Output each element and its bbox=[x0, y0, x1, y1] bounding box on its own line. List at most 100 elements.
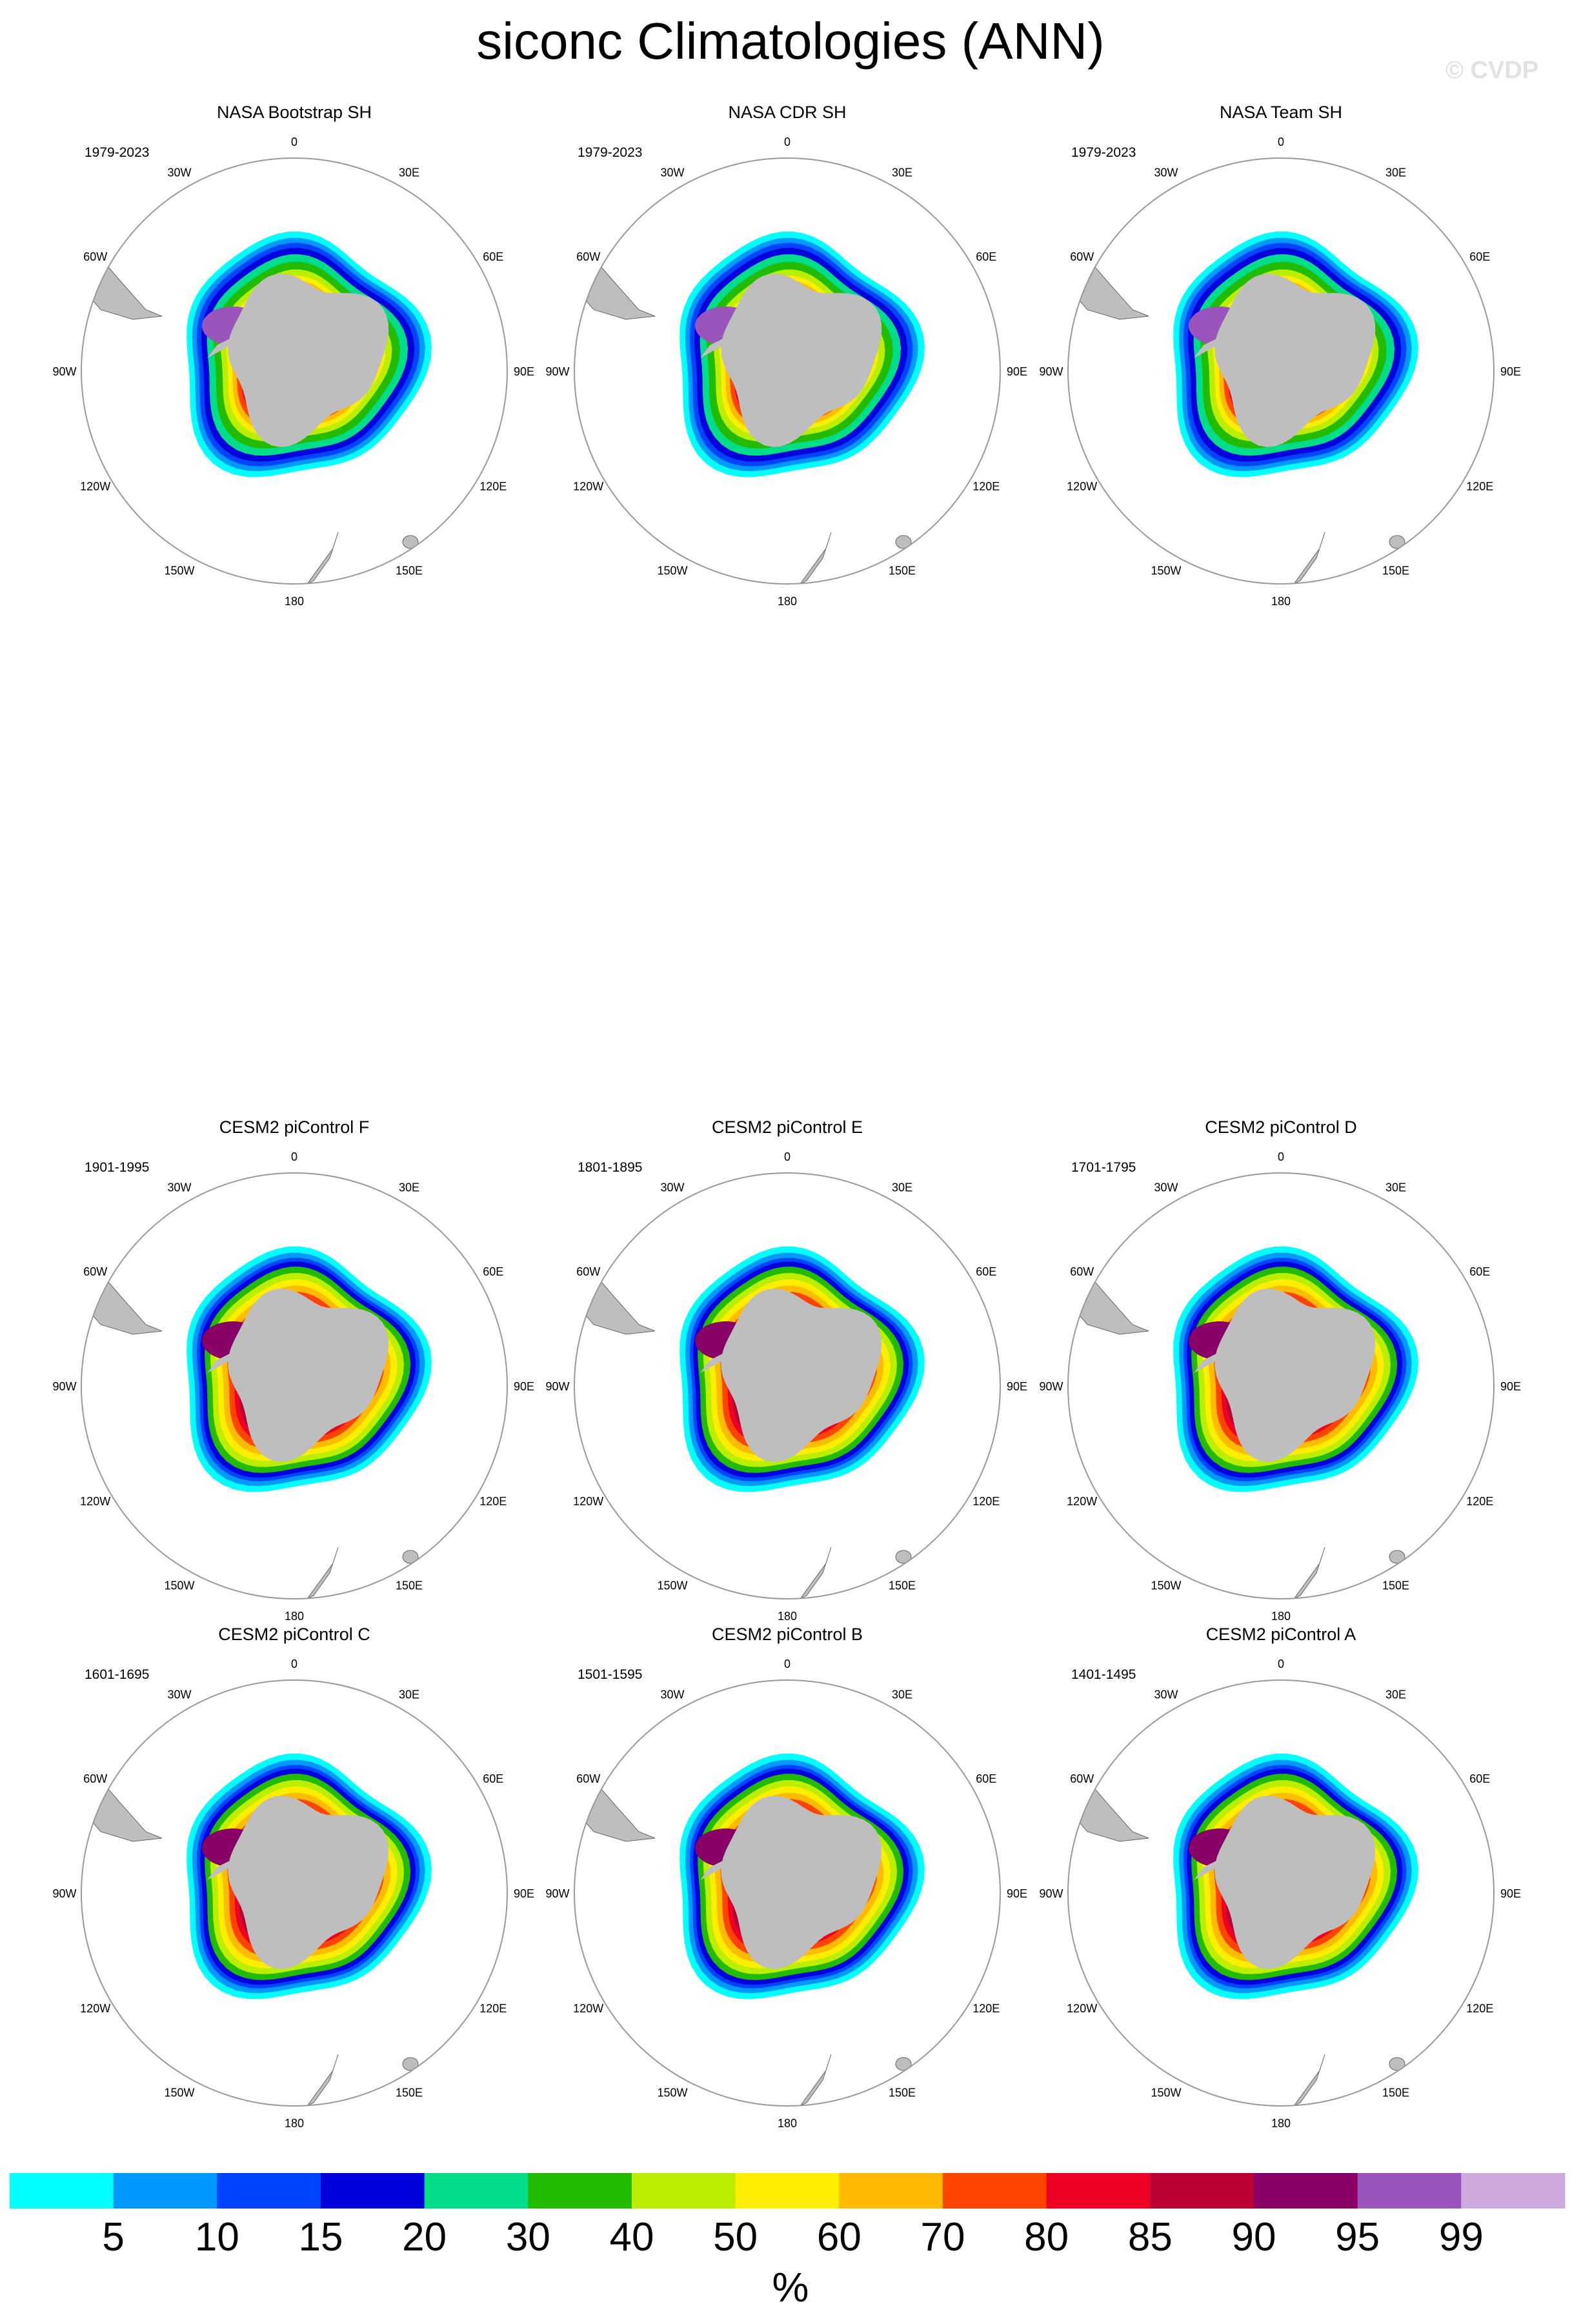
map-boundary bbox=[1067, 1679, 1495, 2107]
south-america-land bbox=[81, 1272, 163, 1335]
panel-years: 1979-2023 bbox=[1071, 145, 1136, 160]
longitude-label: 120E bbox=[1466, 2002, 1493, 2015]
longitude-label: 30W bbox=[660, 1181, 684, 1194]
panel-years: 1601-1695 bbox=[85, 1667, 149, 1682]
panel-years: 1701-1795 bbox=[1071, 1160, 1136, 1175]
colorbar-tick-label: 70 bbox=[920, 2215, 965, 2259]
tasmania-land bbox=[1389, 535, 1405, 549]
figure-title: siconc Climatologies (ANN) bbox=[476, 12, 1105, 70]
longitude-label: 60E bbox=[1469, 1772, 1490, 1785]
south-america-land bbox=[1068, 1779, 1149, 1842]
map-boundary bbox=[1067, 157, 1495, 585]
antarctic-peninsula bbox=[1194, 1341, 1242, 1373]
new-zealand-land bbox=[1293, 2054, 1325, 2106]
new-zealand-land bbox=[800, 532, 832, 584]
tasmania-land bbox=[402, 1550, 419, 1564]
colorbar-swatch bbox=[1150, 2173, 1254, 2209]
south-america-land bbox=[81, 257, 163, 320]
longitude-label: 30W bbox=[1154, 1688, 1178, 1701]
longitude-label: 150W bbox=[164, 2086, 194, 2099]
panel-title: NASA Bootstrap SH bbox=[217, 103, 372, 122]
longitude-label: 0 bbox=[1278, 1658, 1284, 1670]
map-panel: CESM2 piControl B 1501-1595 0 30E 60E 90E 120E… bbox=[545, 1625, 1027, 2130]
longitude-label: 90W bbox=[52, 1380, 76, 1393]
longitude-label: 0 bbox=[291, 1150, 297, 1163]
longitude-label: 120W bbox=[1067, 480, 1097, 493]
longitude-label: 30W bbox=[167, 166, 191, 179]
longitude-label: 30W bbox=[167, 1688, 191, 1701]
longitude-label: 30E bbox=[1385, 166, 1406, 179]
colorbar-tick-label: 10 bbox=[194, 2215, 239, 2259]
longitude-label: 60W bbox=[1070, 1772, 1094, 1785]
map-boundary bbox=[1067, 1172, 1495, 1599]
colorbar-tick-label: 90 bbox=[1231, 2215, 1276, 2259]
longitude-label: 90E bbox=[514, 1380, 534, 1393]
longitude-label: 60E bbox=[1469, 250, 1490, 263]
antarctic-peninsula bbox=[207, 1341, 256, 1373]
antarctic-peninsula bbox=[700, 1848, 749, 1880]
colorbar-tick-label: 40 bbox=[609, 2215, 654, 2259]
longitude-label: 60E bbox=[483, 1772, 503, 1785]
longitude-label: 180 bbox=[778, 1610, 797, 1623]
longitude-label: 30W bbox=[660, 1688, 684, 1701]
longitude-label: 60W bbox=[1070, 250, 1094, 263]
longitude-label: 120W bbox=[1067, 1495, 1097, 1508]
longitude-label: 90E bbox=[1500, 1380, 1521, 1393]
longitude-label: 150E bbox=[396, 2086, 423, 2099]
new-zealand-land bbox=[1293, 1547, 1325, 1599]
longitude-label: 30E bbox=[892, 1181, 912, 1194]
longitude-label: 0 bbox=[784, 1658, 790, 1670]
colorbar-swatch bbox=[735, 2173, 840, 2209]
colorbar-swatch bbox=[1461, 2173, 1566, 2209]
longitude-label: 120E bbox=[972, 480, 1000, 493]
map-boundary bbox=[81, 157, 508, 585]
longitude-label: 120W bbox=[573, 1495, 603, 1508]
antarctica-land bbox=[1214, 274, 1376, 447]
longitude-label: 30E bbox=[399, 166, 419, 179]
colorbar-tick-label: 20 bbox=[402, 2215, 447, 2259]
tasmania-land bbox=[1389, 2057, 1405, 2071]
copyright-watermark: © CVDP bbox=[1445, 57, 1539, 84]
south-america-land bbox=[574, 1272, 656, 1335]
longitude-label: 90E bbox=[1500, 1887, 1521, 1900]
longitude-label: 180 bbox=[778, 2117, 797, 2130]
longitude-label: 150W bbox=[657, 564, 687, 577]
colorbar-swatch bbox=[217, 2173, 321, 2209]
longitude-label: 180 bbox=[1271, 2117, 1291, 2130]
colorbar-swatch bbox=[1046, 2173, 1151, 2209]
antarctic-peninsula bbox=[207, 1848, 256, 1880]
longitude-label: 150E bbox=[1382, 1579, 1409, 1592]
antarctic-peninsula bbox=[700, 326, 749, 358]
longitude-label: 120E bbox=[1466, 480, 1493, 493]
longitude-label: 60E bbox=[976, 250, 996, 263]
longitude-label: 180 bbox=[1271, 595, 1291, 608]
longitude-label: 120E bbox=[972, 2002, 1000, 2015]
longitude-label: 150E bbox=[889, 564, 916, 577]
map-panel: CESM2 piControl C 1601-1695 0 30E 60E 90E 120E… bbox=[52, 1625, 534, 2130]
longitude-label: 150E bbox=[1382, 2086, 1409, 2099]
longitude-label: 150W bbox=[657, 1579, 687, 1592]
longitude-label: 90E bbox=[1007, 1887, 1027, 1900]
longitude-label: 60W bbox=[83, 1265, 107, 1278]
antarctica-land bbox=[721, 274, 882, 447]
antarctic-peninsula bbox=[700, 1341, 749, 1373]
map-panel: CESM2 piControl E 1801-1895 0 30E 60E 90E 120E… bbox=[545, 1117, 1027, 1623]
antarctica-land bbox=[228, 274, 389, 447]
panel-title: CESM2 piControl B bbox=[712, 1625, 863, 1644]
colorbar-tick-label: 5 bbox=[102, 2215, 125, 2259]
longitude-label: 180 bbox=[285, 1610, 304, 1623]
panel-title: CESM2 piControl E bbox=[712, 1117, 863, 1137]
map-panel: CESM2 piControl D 1701-1795 0 30E 60E 90E 120E… bbox=[1039, 1117, 1521, 1623]
map-boundary bbox=[574, 157, 1001, 585]
colorbar-swatch bbox=[1254, 2173, 1358, 2209]
colorbar-tick-label: 30 bbox=[505, 2215, 550, 2259]
panel-years: 1801-1895 bbox=[578, 1160, 642, 1175]
panel-years: 1979-2023 bbox=[578, 145, 642, 160]
colorbar-swatch bbox=[113, 2173, 217, 2209]
longitude-label: 60W bbox=[83, 1772, 107, 1785]
panel-years: 1501-1595 bbox=[578, 1667, 642, 1682]
longitude-label: 120W bbox=[573, 480, 603, 493]
colorbar-tick-label: 95 bbox=[1335, 2215, 1380, 2259]
colorbar-units: % bbox=[772, 2264, 809, 2310]
longitude-label: 0 bbox=[291, 1658, 297, 1670]
